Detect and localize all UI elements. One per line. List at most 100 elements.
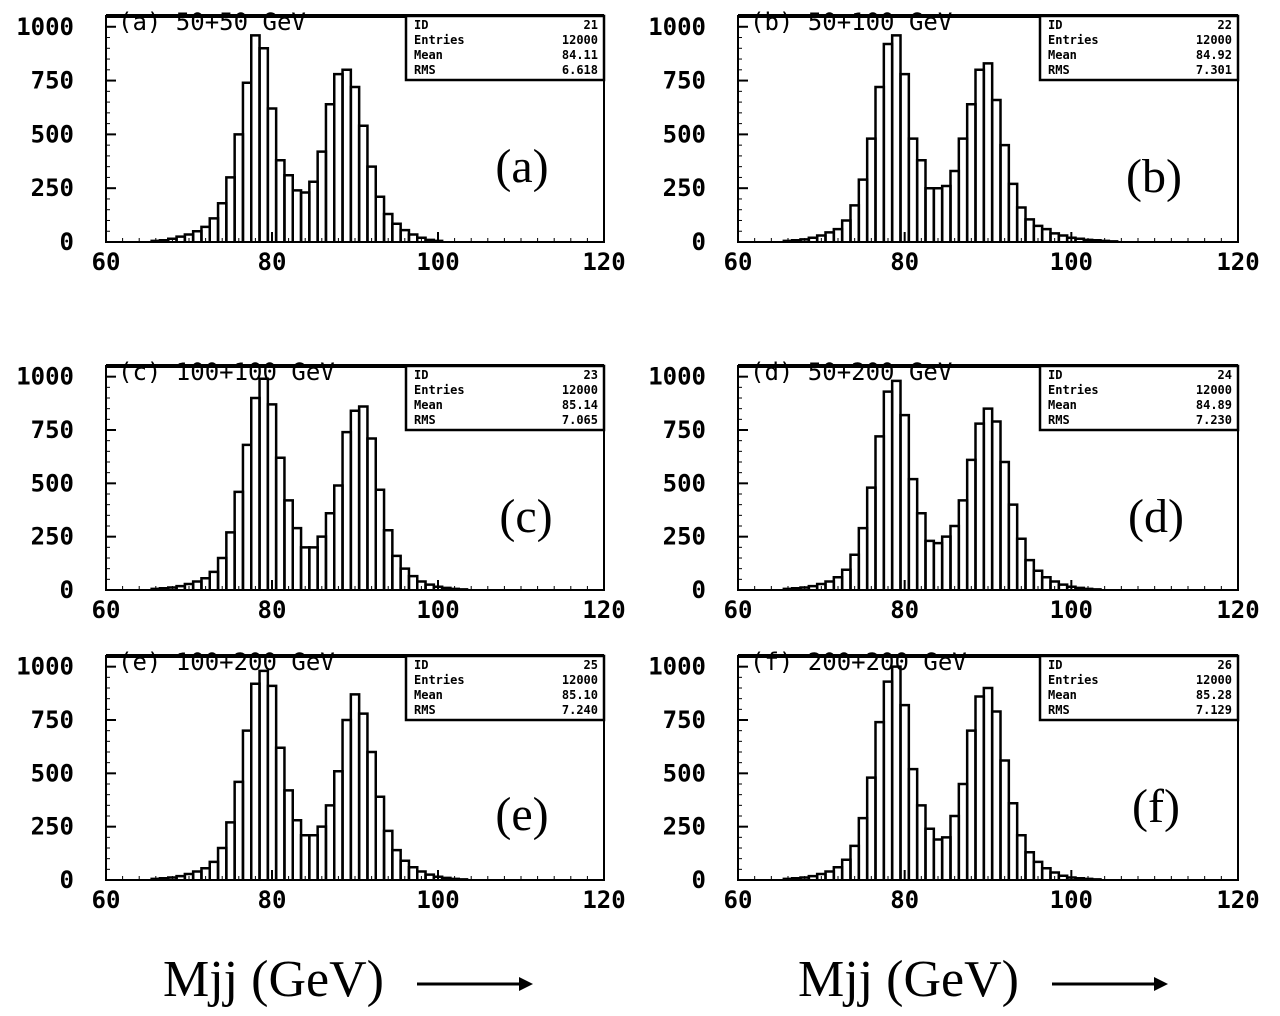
stats-box [1038, 14, 1240, 82]
y-tick-label: 500 [663, 469, 706, 497]
stats-label: Mean [414, 688, 443, 702]
panel-letter: (f) [1132, 780, 1180, 833]
stats-box [1038, 654, 1240, 722]
x-tick-label: 100 [416, 248, 459, 276]
stats-label: Mean [414, 48, 443, 62]
stats-value: 84.11 [562, 48, 598, 62]
x-tick-label: 60 [92, 248, 121, 276]
stats-value: 85.10 [562, 688, 598, 702]
histogram-panel: 60 80 100 120 0 250 500 750 1000 (c) 100+100 GeV I… [16, 358, 625, 624]
x-tick-label: 80 [258, 596, 287, 624]
stats-label: Entries [414, 383, 465, 397]
y-tick-label: 0 [60, 228, 74, 256]
y-tick-label: 0 [60, 576, 74, 604]
stats-label: RMS [1048, 63, 1070, 77]
stats-label: ID [414, 18, 428, 32]
histogram-panel: 60 80 100 120 0 250 500 750 1000 (f) 200+200 GeV I… [648, 648, 1259, 914]
stats-value: 85.14 [562, 398, 598, 412]
panel-letter: (a) [495, 140, 548, 193]
x-tick-label: 120 [1216, 248, 1259, 276]
y-tick-label: 1000 [648, 13, 706, 41]
y-tick-label: 750 [663, 706, 706, 734]
y-tick-label: 250 [663, 523, 706, 551]
x-tick-label: 100 [416, 886, 459, 914]
histogram-panel: 60 80 100 120 0 250 500 750 1000 (b) 50+100 GeV ID… [648, 8, 1259, 276]
y-tick-label: 250 [663, 813, 706, 841]
stats-label: RMS [1048, 703, 1070, 717]
stats-label: RMS [1048, 413, 1070, 427]
stats-value: 12000 [1196, 383, 1232, 397]
stats-label: Entries [1048, 33, 1099, 47]
panel-letter: (d) [1128, 490, 1184, 543]
y-tick-label: 1000 [16, 653, 74, 681]
stats-value: 12000 [562, 33, 598, 47]
x-tick-label: 100 [416, 596, 459, 624]
y-tick-label: 500 [31, 759, 74, 787]
x-tick-label: 80 [890, 886, 919, 914]
stats-value: 7.240 [562, 703, 598, 717]
stats-label: RMS [414, 413, 436, 427]
stats-value: 84.92 [1196, 48, 1232, 62]
y-tick-label: 1000 [648, 653, 706, 681]
stats-value: 85.28 [1196, 688, 1232, 702]
x-tick-label: 120 [1216, 596, 1259, 624]
x-tick-label: 60 [724, 886, 753, 914]
y-tick-label: 250 [31, 523, 74, 551]
y-tick-label: 500 [663, 759, 706, 787]
y-tick-label: 500 [31, 469, 74, 497]
stats-value: 12000 [1196, 673, 1232, 687]
histogram-bin [1090, 878, 1102, 881]
stats-value: 24 [1218, 368, 1232, 382]
y-tick-label: 250 [31, 174, 74, 202]
stats-label: Entries [414, 33, 465, 47]
stats-value: 12000 [562, 383, 598, 397]
y-tick-label: 250 [31, 813, 74, 841]
panel-letter: (b) [1126, 150, 1182, 203]
stats-value: 84.89 [1196, 398, 1232, 412]
stats-label: Mean [1048, 688, 1077, 702]
x-tick-label: 120 [582, 248, 625, 276]
panel-title: (d) 50+200 GeV [750, 358, 952, 386]
y-tick-label: 750 [663, 67, 706, 95]
histogram-bin [457, 588, 469, 591]
x-axis-label-right: Mjj (GeV) [798, 950, 1170, 1009]
stats-label: ID [1048, 658, 1062, 672]
stats-label: ID [414, 368, 428, 382]
x-tick-label: 100 [1050, 248, 1093, 276]
stats-box [404, 14, 606, 82]
x-tick-label: 80 [258, 248, 287, 276]
panel-title: (f) 200+200 GeV [750, 648, 967, 676]
stats-value: 22 [1218, 18, 1232, 32]
x-tick-label: 60 [92, 596, 121, 624]
stats-label: Entries [414, 673, 465, 687]
stats-label: ID [1048, 18, 1062, 32]
stats-label: RMS [414, 703, 436, 717]
right-arrow-icon [416, 977, 533, 992]
stats-value: 7.065 [562, 413, 598, 427]
right-arrow-icon [1051, 977, 1168, 992]
panel-title: (a) 50+50 GeV [118, 8, 306, 36]
x-tick-label: 80 [258, 886, 287, 914]
stats-box [404, 654, 606, 722]
y-tick-label: 0 [60, 866, 74, 894]
stats-box [1038, 364, 1240, 432]
stats-value: 12000 [562, 673, 598, 687]
y-tick-label: 750 [31, 67, 74, 95]
stats-value: 6.618 [562, 63, 598, 77]
histogram-bin [457, 878, 469, 881]
x-axis-label-left: Mjj (GeV) [163, 950, 535, 1009]
x-tick-label: 80 [890, 248, 919, 276]
stats-label: ID [1048, 368, 1062, 382]
stats-value: 7.301 [1196, 63, 1232, 77]
y-tick-label: 750 [31, 416, 74, 444]
stats-value: 21 [584, 18, 598, 32]
histogram-bin [432, 239, 444, 243]
histogram-bin [1090, 588, 1102, 591]
stats-label: Entries [1048, 673, 1099, 687]
y-tick-label: 1000 [16, 363, 74, 391]
x-axis-label-right-text: Mjj (GeV) [798, 951, 1019, 1008]
panel-title: (b) 50+100 GeV [750, 8, 952, 36]
panel-title: (e) 100+200 GeV [118, 648, 335, 676]
x-tick-label: 60 [724, 248, 753, 276]
